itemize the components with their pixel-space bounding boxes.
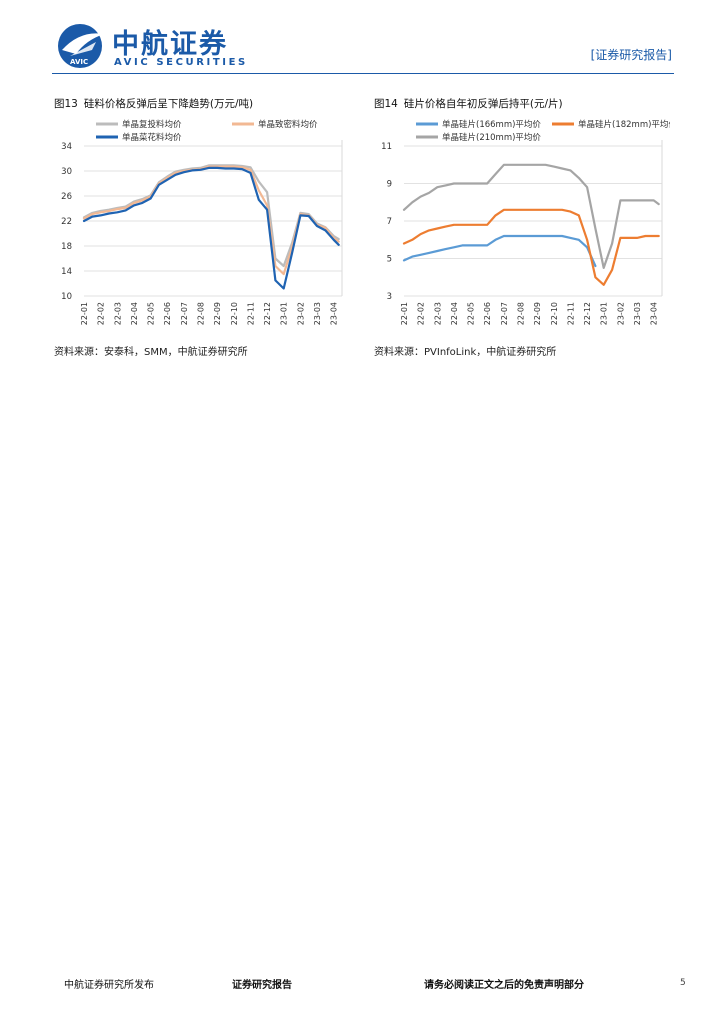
wafer-price-chart: 3 5 7 9 11 22-01 22-02 22-03 22-04 22-05 22-06 22-0…	[381, 119, 670, 325]
footer-disclaimer: 请务必阅读正文之后的免责声明部分	[424, 980, 584, 991]
x-tick-label: 22-12	[263, 302, 272, 325]
x-tick-label: 22-09	[533, 302, 542, 325]
series-line-3	[402, 163, 660, 269]
figure-14-panel: 图14 硅片价格自年初反弹后持平(元/片) 3 5 7 9 11 22-01 22-02 22-…	[374, 96, 670, 358]
figure-14-title-text: 硅片价格自年初反弹后持平(元/片)	[403, 98, 563, 110]
x-tick-label: 22-11	[246, 302, 255, 325]
x-tick-label: 22-05	[147, 302, 156, 325]
logo-english: AVIC SECURITIES	[114, 57, 248, 68]
figure-13-source: 资料来源：安泰科，SMM，中航证券研究所	[54, 347, 248, 358]
avic-logo: AVIC 中航证券 AVIC SECURITIES	[56, 20, 256, 72]
series-line-2	[402, 208, 660, 286]
y-tick-label: 10	[61, 292, 72, 302]
legend-label: 单晶硅片(210mm)平均价	[442, 132, 541, 143]
y-tick-label: 22	[61, 217, 72, 227]
figure-13-title-text: 硅料价格反弹后呈下降趋势(万元/吨)	[83, 98, 254, 110]
series-line-2	[82, 165, 340, 276]
x-tick-label: 22-08	[197, 302, 206, 325]
legend-label: 单晶致密料均价	[258, 119, 318, 130]
series-line-1	[402, 234, 597, 268]
x-tick-label: 22-11	[566, 302, 575, 325]
legend-label: 单晶菜花料均价	[122, 132, 182, 143]
x-tick-label: 22-10	[230, 302, 239, 325]
x-tick-label: 22-06	[483, 302, 492, 325]
y-tick-label: 18	[61, 242, 72, 252]
legend-label: 单晶硅片(182mm)平均价	[578, 119, 670, 130]
figure-13-panel: 图13 硅料价格反弹后呈下降趋势(万元/吨) 10 14 18 22 26 30 34 22-0…	[54, 96, 350, 358]
figure-14-title: 图14 硅片价格自年初反弹后持平(元/片)	[374, 96, 670, 112]
series-line-3	[82, 166, 340, 290]
legend-label: 单晶复投料均价	[122, 119, 182, 130]
x-tick-label: 23-04	[330, 302, 339, 325]
x-tick-label: 23-04	[650, 302, 659, 325]
page-number: 5	[680, 978, 686, 988]
y-tick-label: 30	[61, 167, 72, 177]
x-tick-label: 23-03	[313, 302, 322, 325]
x-tick-label: 22-02	[417, 302, 426, 325]
x-tick-label: 22-02	[97, 302, 106, 325]
figure-13-number: 图13	[54, 98, 78, 110]
y-tick-label: 14	[61, 267, 72, 277]
x-tick-label: 22-09	[213, 302, 222, 325]
figure-13-title: 图13 硅料价格反弹后呈下降趋势(万元/吨)	[54, 96, 350, 112]
x-tick-label: 22-01	[400, 302, 409, 325]
x-tick-label: 22-03	[433, 302, 442, 325]
x-tick-label: 22-04	[130, 302, 139, 325]
y-tick-label: 9	[387, 180, 392, 190]
y-tick-label: 7	[387, 217, 392, 227]
x-tick-label: 22-12	[583, 302, 592, 325]
footer-publisher: 中航证券研究所发布	[64, 980, 154, 991]
logo-chinese: 中航证券	[112, 29, 228, 60]
avic-logo-icon: AVIC	[58, 24, 104, 68]
legend-label: 单晶硅片(166mm)平均价	[442, 119, 541, 130]
y-tick-label: 34	[61, 142, 72, 152]
x-tick-label: 23-03	[633, 302, 642, 325]
x-tick-label: 23-02	[296, 302, 305, 325]
page-footer: 中航证券研究所发布 证券研究报告 请务必阅读正文之后的免责声明部分 5	[0, 976, 724, 996]
x-tick-label: 22-03	[113, 302, 122, 325]
y-tick-label: 11	[381, 142, 392, 152]
x-tick-label: 23-02	[616, 302, 625, 325]
y-tick-label: 3	[387, 292, 392, 302]
x-tick-label: 22-10	[550, 302, 559, 325]
y-tick-label: 5	[387, 255, 392, 265]
figure-14-source: 资料来源：PVInfoLink，中航证券研究所	[374, 347, 557, 358]
report-type-tag: [证券研究报告]	[590, 48, 672, 62]
x-tick-label: 22-06	[163, 302, 172, 325]
footer-report-type: 证券研究报告	[232, 980, 292, 991]
logo-mark-text: AVIC	[70, 58, 88, 66]
figure-14-number: 图14	[374, 98, 398, 110]
x-tick-label: 23-01	[280, 302, 289, 325]
x-tick-label: 22-01	[80, 302, 89, 325]
polysilicon-price-chart: 10 14 18 22 26 30 34 22-01 22-02 22-03 22-04 22-05 2…	[61, 119, 343, 325]
x-tick-label: 22-07	[500, 302, 509, 325]
x-tick-label: 22-08	[517, 302, 526, 325]
x-tick-label: 22-04	[450, 302, 459, 325]
x-tick-label: 22-07	[180, 302, 189, 325]
page-header: AVIC 中航证券 AVIC SECURITIES [证券研究报告]	[0, 0, 724, 80]
x-tick-label: 23-01	[600, 302, 609, 325]
y-tick-label: 26	[61, 192, 72, 202]
x-tick-label: 22-05	[467, 302, 476, 325]
header-divider	[52, 73, 674, 74]
